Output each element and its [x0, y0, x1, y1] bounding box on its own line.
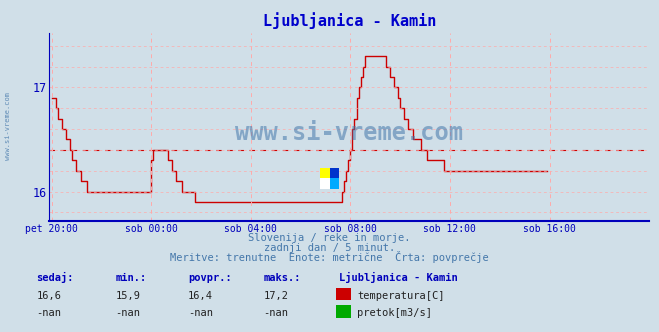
Text: www.si-vreme.com: www.si-vreme.com: [5, 92, 11, 160]
Text: 15,9: 15,9: [115, 291, 140, 301]
Text: -nan: -nan: [264, 308, 289, 318]
Text: Meritve: trenutne  Enote: metrične  Črta: povprečje: Meritve: trenutne Enote: metrične Črta: …: [170, 251, 489, 263]
Text: 16,4: 16,4: [188, 291, 213, 301]
Text: www.si-vreme.com: www.si-vreme.com: [235, 121, 463, 145]
Text: zadnji dan / 5 minut.: zadnji dan / 5 minut.: [264, 243, 395, 253]
Text: pretok[m3/s]: pretok[m3/s]: [357, 308, 432, 318]
Bar: [320, 178, 330, 189]
Text: Slovenija / reke in morje.: Slovenija / reke in morje.: [248, 233, 411, 243]
Text: -nan: -nan: [115, 308, 140, 318]
Text: maks.:: maks.:: [264, 273, 301, 283]
Text: -nan: -nan: [188, 308, 213, 318]
Text: 16,6: 16,6: [36, 291, 61, 301]
Bar: [330, 168, 339, 178]
Title: Ljubljanica - Kamin: Ljubljanica - Kamin: [262, 12, 436, 29]
Text: sedaj:: sedaj:: [36, 272, 74, 283]
Text: min.:: min.:: [115, 273, 146, 283]
Bar: [320, 168, 330, 178]
Text: -nan: -nan: [36, 308, 61, 318]
Text: povpr.:: povpr.:: [188, 273, 231, 283]
Text: Ljubljanica - Kamin: Ljubljanica - Kamin: [339, 272, 458, 283]
Bar: [330, 178, 339, 189]
Text: temperatura[C]: temperatura[C]: [357, 291, 445, 301]
Text: 17,2: 17,2: [264, 291, 289, 301]
